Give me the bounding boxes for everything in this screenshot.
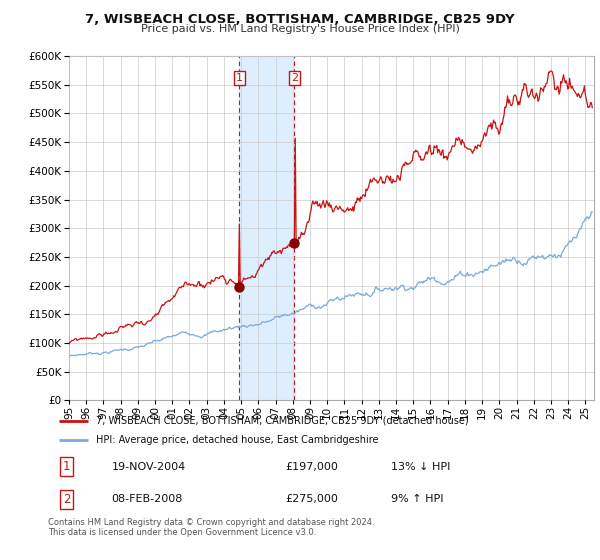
Bar	[239, 56, 295, 400]
Text: Price paid vs. HM Land Registry's House Price Index (HPI): Price paid vs. HM Land Registry's House …	[140, 24, 460, 34]
Text: 9% ↑ HPI: 9% ↑ HPI	[391, 494, 444, 505]
Text: 1: 1	[236, 73, 242, 83]
Text: 7, WISBEACH CLOSE, BOTTISHAM, CAMBRIDGE, CB25 9DY: 7, WISBEACH CLOSE, BOTTISHAM, CAMBRIDGE,…	[85, 13, 515, 26]
Text: Contains HM Land Registry data © Crown copyright and database right 2024.
This d: Contains HM Land Registry data © Crown c…	[48, 518, 374, 538]
Text: £275,000: £275,000	[286, 494, 338, 505]
Text: HPI: Average price, detached house, East Cambridgeshire: HPI: Average price, detached house, East…	[95, 435, 378, 445]
Text: £197,000: £197,000	[286, 461, 338, 472]
Text: 1: 1	[63, 460, 70, 473]
Text: 7, WISBEACH CLOSE, BOTTISHAM, CAMBRIDGE, CB25 9DY (detached house): 7, WISBEACH CLOSE, BOTTISHAM, CAMBRIDGE,…	[95, 416, 468, 426]
Text: 13% ↓ HPI: 13% ↓ HPI	[391, 461, 451, 472]
Text: 19-NOV-2004: 19-NOV-2004	[112, 461, 185, 472]
Text: 2: 2	[291, 73, 298, 83]
Text: 2: 2	[63, 493, 70, 506]
Text: 08-FEB-2008: 08-FEB-2008	[112, 494, 183, 505]
